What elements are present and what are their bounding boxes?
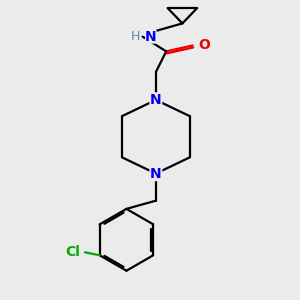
Text: Cl: Cl (66, 245, 80, 259)
Text: N: N (150, 93, 162, 107)
Text: H: H (131, 30, 140, 43)
Text: O: O (198, 38, 210, 52)
Text: N: N (150, 167, 162, 181)
Text: N: N (145, 30, 157, 44)
